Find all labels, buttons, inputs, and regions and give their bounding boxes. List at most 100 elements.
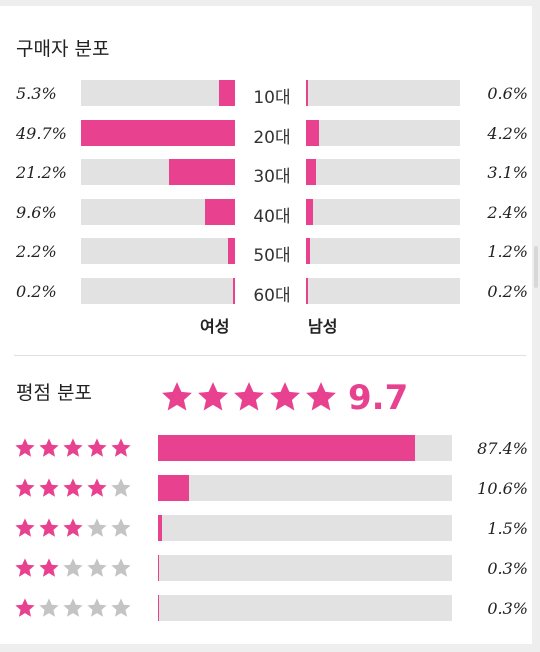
rating-percent: 0.3% — [487, 599, 528, 618]
star-icon — [162, 382, 192, 411]
male-bar — [306, 278, 308, 304]
male-bar — [306, 80, 308, 106]
male-bar — [306, 198, 314, 225]
male-percent: 1.2% — [487, 242, 528, 262]
star-icon — [87, 438, 107, 457]
section-divider — [14, 355, 526, 356]
star-icon — [111, 438, 131, 457]
star-icon — [234, 382, 264, 411]
distribution-card: 구매자 분포 5.3% 10대 0.6% 49.7% 20대 4.2% 21.2% 30대 3.… — [0, 6, 532, 644]
age-group-label: 50대 — [253, 246, 291, 267]
star-icon — [111, 558, 131, 577]
star-icon — [39, 438, 59, 457]
star-rating — [14, 515, 132, 541]
age-group-label: 20대 — [253, 127, 291, 148]
female-percent: 21.2% — [16, 163, 67, 183]
rating-percent: 10.6% — [477, 479, 528, 498]
male-bar-track — [306, 238, 460, 265]
rating-bar-track — [158, 475, 452, 501]
female-bar-track — [81, 278, 235, 304]
star-icon — [111, 598, 131, 617]
female-percent: 0.2% — [16, 282, 57, 301]
rating-bar-track — [158, 555, 452, 581]
star-icon — [306, 382, 336, 411]
star-icon — [87, 518, 107, 537]
female-percent: 9.6% — [16, 202, 57, 222]
rating-bar-track — [158, 435, 452, 461]
female-bar — [228, 238, 235, 265]
rating-bar — [158, 595, 160, 621]
star-icon — [63, 478, 83, 497]
male-bar-track — [306, 278, 460, 304]
rating-bar — [158, 475, 190, 501]
rating-bar — [158, 515, 163, 541]
star-icon — [198, 382, 228, 411]
rating-distribution-title: 평점 분포 — [16, 382, 92, 404]
rating-percent: 87.4% — [477, 439, 528, 458]
female-bar — [81, 119, 235, 146]
scrollbar-thumb[interactable] — [534, 246, 538, 288]
star-icon — [39, 518, 59, 537]
male-bar-track — [306, 198, 460, 225]
male-percent: 0.2% — [487, 282, 528, 301]
star-icon — [87, 558, 107, 577]
star-icon — [63, 558, 83, 577]
rating-percent: 1.5% — [487, 519, 528, 538]
male-bar — [306, 119, 319, 146]
star-icon — [63, 598, 83, 617]
star-icon — [15, 438, 35, 457]
female-bar — [205, 198, 235, 225]
star-icon — [39, 478, 59, 497]
age-group-label: 60대 — [253, 286, 291, 306]
male-bar-track — [306, 119, 460, 146]
female-bar-track — [81, 80, 235, 106]
male-label: 남성 — [308, 317, 338, 336]
star-icon — [15, 558, 35, 577]
female-bar-track — [81, 119, 235, 146]
male-bar-track — [306, 80, 460, 106]
male-percent: 3.1% — [487, 163, 528, 183]
female-bar-track — [81, 238, 235, 265]
female-bar — [169, 159, 235, 186]
female-label: 여성 — [200, 317, 230, 336]
male-percent: 4.2% — [487, 123, 528, 143]
female-bar — [218, 80, 235, 106]
age-group-label: 10대 — [253, 88, 291, 108]
male-bar — [306, 238, 310, 265]
star-rating — [14, 435, 132, 461]
male-percent: 0.6% — [487, 84, 528, 103]
star-rating — [14, 555, 132, 581]
star-icon — [63, 438, 83, 457]
rating-bar — [158, 435, 415, 461]
star-rating — [14, 475, 132, 501]
star-icon — [15, 478, 35, 497]
star-icon — [15, 598, 35, 617]
average-rating-stars — [160, 380, 338, 414]
star-icon — [111, 518, 131, 537]
rating-bar-track — [158, 515, 452, 541]
female-bar — [232, 278, 235, 304]
star-icon — [15, 518, 35, 537]
female-percent: 49.7% — [16, 123, 67, 143]
male-percent: 2.4% — [487, 202, 528, 222]
star-icon — [87, 478, 107, 497]
female-percent: 2.2% — [16, 242, 57, 262]
age-group-label: 40대 — [253, 206, 291, 227]
female-percent: 5.3% — [16, 84, 57, 103]
star-icon — [39, 558, 59, 577]
rating-bar-track — [158, 595, 452, 621]
average-score: 9.7 — [348, 378, 409, 418]
male-bar-track — [306, 159, 460, 186]
star-icon — [39, 598, 59, 617]
age-group-label: 30대 — [253, 167, 291, 188]
star-icon — [63, 518, 83, 537]
star-rating — [14, 595, 132, 621]
rating-bar — [158, 555, 160, 581]
female-bar-track — [81, 198, 235, 225]
female-bar-track — [81, 159, 235, 186]
star-icon — [270, 382, 300, 411]
buyer-distribution-title: 구매자 분포 — [16, 38, 110, 60]
male-bar — [306, 159, 316, 186]
star-icon — [87, 598, 107, 617]
rating-percent: 0.3% — [487, 559, 528, 578]
